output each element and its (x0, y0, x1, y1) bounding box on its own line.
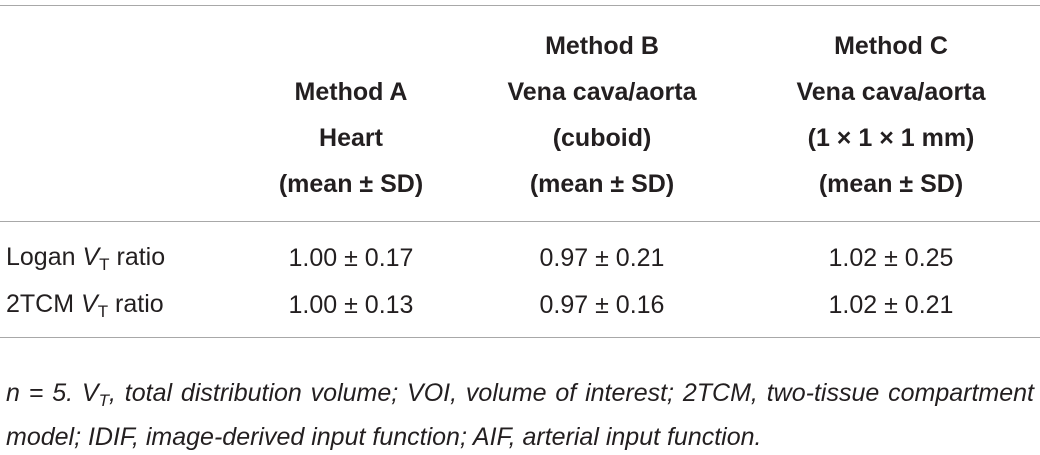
header-method-c-stat: (mean ± SD) (818, 170, 964, 198)
row-label-symbol: V (82, 242, 100, 271)
header-method-b-region: Vena cava/aorta (507, 78, 697, 106)
cell-logan-method-a: 1.00 ± 0.17 (288, 244, 414, 272)
header-method-c-voi: (1 × 1 × 1 mm) (807, 124, 975, 152)
row-label-subscript: T (99, 254, 110, 274)
header-method-b-voi: (cuboid) (552, 124, 652, 152)
header-method-c: Method C Vena cava/aorta (1 × 1 × 1 mm) … (742, 6, 1040, 221)
header-method-b-stat: (mean ± SD) (529, 170, 675, 198)
row-label-suffix: ratio (109, 242, 166, 271)
header-method-c-title: Method C (834, 32, 948, 60)
header-method-a-region: Heart (319, 124, 383, 152)
row-label-symbol: V (81, 289, 98, 318)
header-method-b: Method B Vena cava/aorta (cuboid) (mean … (462, 6, 742, 221)
header-method-a-title: Method A (294, 78, 408, 106)
footnote-part2: , total distribution volume; VOI, volume… (6, 379, 1034, 451)
header-row: Method A Heart (mean ± SD) Method B Vena… (0, 6, 1040, 221)
header-stub (0, 6, 240, 221)
footnote-subscript: T (98, 391, 109, 410)
cell-2tcm-method-b: 0.97 ± 0.16 (539, 291, 665, 319)
table-footnote: n = 5. VT, total distribution volume; VO… (6, 375, 1034, 455)
header-method-a-stat: (mean ± SD) (278, 170, 424, 198)
row-label-prefix: Logan (6, 242, 83, 271)
row-label-subscript: T (97, 301, 109, 321)
header-method-a: Method A Heart (mean ± SD) (240, 6, 462, 221)
cell-logan-method-c: 1.02 ± 0.25 (828, 244, 954, 272)
row-label-2tcm: 2TCM VT ratio (0, 282, 240, 329)
header-method-c-region: Vena cava/aorta (796, 78, 986, 106)
row-label-prefix: 2TCM (6, 289, 81, 318)
header-bottom-rule (0, 221, 1040, 222)
table-row-logan: Logan VT ratio 1.00 ± 0.17 0.97 ± 0.21 1… (0, 221, 1040, 282)
header-method-b-title: Method B (545, 32, 659, 60)
row-label-logan: Logan VT ratio (0, 221, 240, 282)
table-row-2tcm: 2TCM VT ratio 1.00 ± 0.13 0.97 ± 0.16 1.… (0, 282, 1040, 329)
cell-logan-method-b: 0.97 ± 0.21 (539, 244, 665, 272)
cell-2tcm-method-a: 1.00 ± 0.13 (288, 291, 414, 319)
table-top-rule (0, 5, 1040, 6)
table-bottom-rule (0, 337, 1040, 338)
cell-2tcm-method-c: 1.02 ± 0.21 (828, 291, 954, 319)
row-label-suffix: ratio (108, 289, 164, 318)
footnote-part1: n = 5. V (6, 379, 99, 407)
results-table: Method A Heart (mean ± SD) Method B Vena… (0, 6, 1040, 329)
